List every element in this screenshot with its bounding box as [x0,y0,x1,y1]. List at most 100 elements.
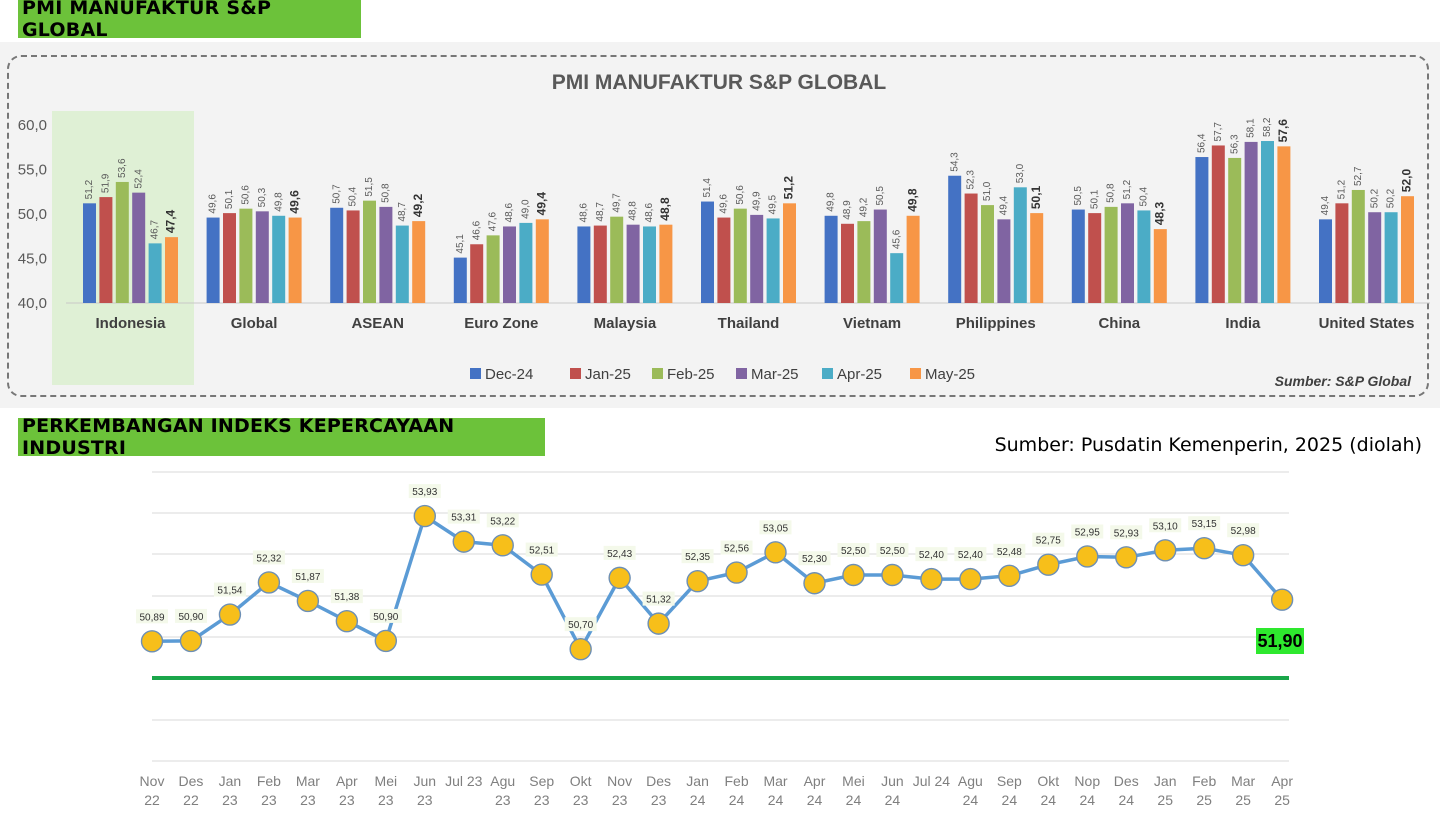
pmi-bar [503,226,516,303]
pmi-legend-label: Dec-24 [485,366,533,383]
iki-x-tick-label: Sep [997,773,1022,789]
pmi-y-tick: 40,0 [18,295,47,312]
iki-marker [1270,588,1294,611]
pmi-bar [255,211,269,303]
pmi-bar [610,216,624,303]
iki-marker [1231,544,1255,567]
iki-x-tick-year: 23 [534,792,550,808]
iki-data-label: 52,51 [529,546,554,557]
pmi-bar-label: 50,1 [1029,185,1043,209]
iki-x-tick-year: 23 [300,792,316,808]
iki-data-label: 52,43 [607,549,632,560]
pmi-bar [1351,189,1365,303]
pmi-banner: PMI MANUFAKTUR S&P GLOBAL [18,0,361,41]
pmi-bar-label: 49,4 [534,192,548,216]
pmi-y-tick: 50,0 [18,206,47,223]
pmi-bar-chart: PMI MANUFAKTUR S&P GLOBAL 40,0 45,0 50,0 55,… [18,71,1430,389]
pmi-y-tick: 60,0 [18,117,47,134]
pmi-bar [1319,219,1332,303]
pmi-bar-label: 51,2 [782,176,796,200]
iki-x-tick-year: 25 [1196,792,1212,808]
pmi-bar-label: 49,4 [999,195,1010,215]
iki-x-tick-label: Nov [140,773,165,789]
pmi-bar-label: 48,7 [595,202,606,222]
pmi-bar [363,200,376,303]
pmi-bar [1013,187,1027,303]
pmi-bar-label: 48,8 [658,197,672,221]
iki-data-label: 52,93 [1114,528,1139,539]
pmi-bar [535,219,549,303]
pmi-bar-label: 51,2 [1122,179,1133,199]
pmi-bar-label: 47,6 [488,211,499,231]
iki-marker [842,563,865,587]
pmi-bar-label: 50,6 [735,185,746,205]
iki-data-label: 52,50 [880,546,905,557]
iki-data-label-bg [642,591,675,606]
pmi-panel-frame [7,55,1429,397]
pmi-category-label: Thailand [718,315,780,332]
pmi-bar-label: 48,8 [628,201,639,221]
pmi-bar-label: 48,9 [842,200,853,220]
iki-data-label-bg [876,543,909,557]
iki-x-tick-year: 24 [1002,792,1018,808]
iki-x-tick-label: Nop [1074,773,1100,789]
pmi-legend-label: Feb-25 [667,366,715,383]
pmi-bar [948,175,962,303]
iki-data-label: 51,87 [295,572,320,583]
iki-data-label: 52,56 [724,544,749,555]
iki-data-label: 52,75 [1036,536,1061,547]
pmi-bar [643,226,656,303]
iki-x-tick-year: 24 [768,792,784,808]
pmi-bar [824,215,838,303]
iki-data-label: 52,40 [958,550,983,561]
iki-data-label-bg [408,484,441,499]
iki-marker [491,534,514,557]
pmi-bar-label: 51,4 [702,178,713,198]
pmi-bar-label: 51,9 [101,173,112,193]
iki-marker [608,566,631,590]
iki-marker [530,563,553,586]
iki-data-label-bg [954,547,987,562]
pmi-bar-label: 51,0 [982,181,993,201]
pmi-legend-label: Jan-25 [585,366,631,383]
iki-marker [218,603,242,626]
iki-data-label: 52,35 [685,552,710,563]
iki-x-tick-label: Agu [958,773,983,789]
pmi-bar [1368,212,1382,303]
iki-x-tick-year: 22 [183,792,199,808]
pmi-bar-label: 58,1 [1246,118,1257,138]
pmi-bar-label: 50,4 [1139,187,1150,207]
pmi-legend-swatch [652,368,663,379]
iki-data-label-bg [798,551,831,566]
pmi-bar-label: 53,6 [117,158,128,178]
pmi-bar [1137,210,1151,303]
pmi-bar [470,244,484,303]
iki-data-label: 52,30 [802,554,827,565]
pmi-bar [132,192,146,303]
pmi-bar [890,253,904,303]
pmi-bar [288,217,302,303]
pmi-category-label: Euro Zone [464,315,538,332]
pmi-bar [1335,203,1349,303]
pmi-bar-label: 50,2 [1369,188,1380,208]
iki-data-label-bg [1227,523,1260,538]
iki-marker [413,504,436,528]
iki-marker [452,530,475,553]
iki-x-tick-year: 24 [807,792,823,808]
iki-data-label: 52,50 [841,546,866,557]
iki-marker [881,563,904,587]
pmi-bar-label: 49,6 [208,194,219,214]
iki-x-tick-label: Mar [1231,773,1255,789]
pmi-y-tick: 45,0 [18,251,47,268]
iki-x-tick-label: Jan [686,773,709,789]
iki-x-tick-year: 24 [846,792,862,808]
pmi-bar [519,222,533,303]
iki-marker [179,629,203,653]
pmi-legend-swatch [910,368,921,379]
iki-data-label: 52,40 [919,550,944,561]
pmi-bar-label: 45,1 [455,234,466,254]
pmi-legend-swatch [736,368,747,379]
pmi-y-tick: 55,0 [18,162,47,179]
pmi-bar [115,181,129,303]
pmi-bar [701,201,714,303]
